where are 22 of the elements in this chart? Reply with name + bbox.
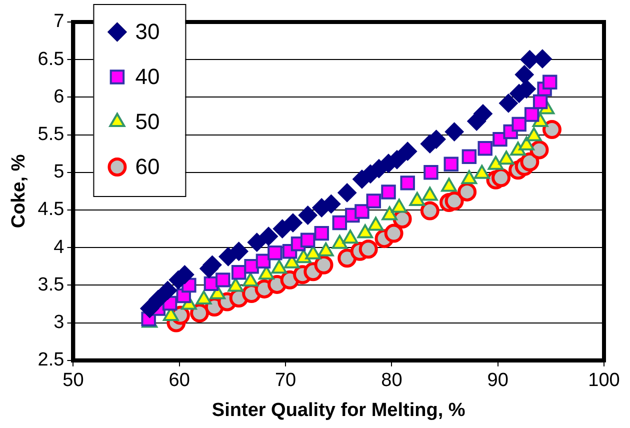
x-tick-label: 50 (62, 370, 84, 392)
legend-label: 60 (135, 154, 160, 180)
y-tick-label: 5.5 (38, 124, 64, 146)
y-tick-label: 4.5 (38, 199, 64, 220)
x-tick-label: 70 (274, 370, 296, 392)
y-tick-label: 2.5 (38, 350, 64, 371)
y-tick-label: 6.5 (38, 48, 64, 70)
y-tick-label: 5 (54, 162, 64, 183)
x-tick-label: 90 (487, 370, 508, 392)
x-tick-label: 60 (168, 370, 190, 392)
y-tick-label: 3 (54, 312, 64, 334)
legend-label: 30 (135, 19, 160, 44)
y-tick-label: 3.5 (38, 274, 64, 296)
legend-label: 40 (135, 64, 160, 90)
y-tick-label: 7 (54, 11, 64, 32)
x-tick-label: 100 (588, 370, 620, 392)
y-tick-label: 6 (54, 86, 64, 108)
y-axis-title: Coke, % (8, 154, 30, 228)
x-axis-title: Sinter Quality for Melting, % (212, 400, 466, 421)
x-tick-label: 80 (381, 370, 402, 392)
legend-label: 50 (135, 109, 160, 134)
y-tick-label: 4 (54, 236, 65, 258)
